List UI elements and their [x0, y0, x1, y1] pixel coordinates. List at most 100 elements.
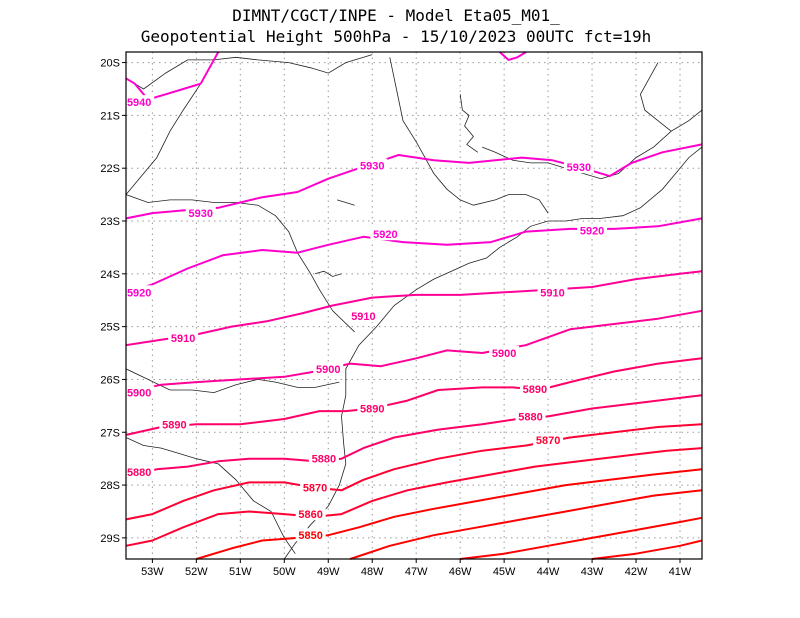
- contour-label-5920: 5920: [580, 226, 604, 238]
- y-tick-label: 28S: [100, 480, 120, 492]
- chart-title-line-2: Geopotential Height 500hPa - 15/10/2023 …: [141, 27, 652, 46]
- contour-label-5910: 5910: [540, 287, 564, 299]
- boundary-border: [639, 62, 672, 132]
- y-tick-label: 22S: [100, 163, 120, 175]
- contour-label-5920: 5920: [373, 229, 397, 241]
- contour-labels: 5940 5930 5930 5930 5920 5920 5920 5910 5910 5910…: [124, 95, 608, 542]
- contour-label-5900: 5900: [492, 348, 516, 360]
- boundary-coast: [283, 146, 703, 560]
- contour-label-5940: 5940: [127, 97, 151, 109]
- contour-5870: [125, 423, 703, 521]
- contour-5940: [125, 51, 220, 101]
- contour-label-5870: 5870: [303, 483, 327, 495]
- contour-label-bg: [300, 480, 331, 494]
- contour-label-bg: [124, 385, 155, 399]
- boundary-border: [389, 57, 549, 214]
- contour-5940: [499, 51, 527, 61]
- contour-label-bg: [489, 346, 520, 360]
- contour-label-bg: [348, 309, 379, 323]
- contour-lines: [125, 51, 703, 560]
- contour-label-bg: [124, 285, 155, 299]
- x-tick-label: 44W: [537, 566, 560, 578]
- contour-label-bg: [159, 417, 190, 431]
- x-tick-label: 47W: [405, 566, 428, 578]
- contour-label-bg: [357, 401, 388, 415]
- contour-label-5930: 5930: [360, 161, 384, 173]
- contour-label-bg: [308, 451, 339, 465]
- contour-label-5850: 5850: [298, 530, 322, 542]
- contour-label-5910: 5910: [351, 311, 375, 323]
- contour-label-bg: [313, 361, 344, 375]
- contour-label-bg: [515, 409, 546, 423]
- contour-label-5930: 5930: [567, 162, 591, 174]
- contour-label-5900: 5900: [127, 388, 151, 400]
- x-tick-label: 52W: [185, 566, 208, 578]
- contour-label-bg: [124, 95, 155, 109]
- contour-label-bg: [563, 160, 594, 174]
- contour-label-5880: 5880: [518, 411, 542, 423]
- contour-label-5880: 5880: [127, 467, 151, 479]
- contour-label-5900: 5900: [316, 364, 340, 376]
- x-tick-label: 53W: [141, 566, 164, 578]
- x-axis-ticks: 53W 52W 51W 50W 49W 48W 47W 46W 45W 44W 43W 42W 41W: [141, 559, 692, 578]
- contour-5860: [125, 447, 703, 547]
- contour-5900: [125, 309, 703, 394]
- x-tick-label: 45W: [493, 566, 516, 578]
- contour-5920: [125, 217, 703, 294]
- map-boundaries: [125, 54, 703, 560]
- contour-label-5930: 5930: [189, 208, 213, 220]
- chart-title-line-1: DIMNT/CGCT/INPE - Model Eta05_M01_: [232, 6, 560, 25]
- x-tick-label: 43W: [581, 566, 604, 578]
- contour-label-bg: [295, 528, 326, 542]
- contour-label-bg: [577, 223, 608, 237]
- contour-label-bg: [519, 381, 550, 395]
- x-tick-label: 41W: [669, 566, 692, 578]
- contour-5850: [196, 468, 703, 560]
- contour-5880: [125, 394, 703, 479]
- x-tick-label: 49W: [317, 566, 340, 578]
- y-tick-label: 24S: [100, 269, 120, 281]
- contour-label-bg: [357, 158, 388, 172]
- contour-label-5870: 5870: [536, 435, 560, 447]
- boundary-border: [125, 437, 296, 554]
- boundary-border: [125, 54, 373, 90]
- contour-label-bg: [168, 331, 199, 345]
- x-tick-label: 42W: [625, 566, 648, 578]
- y-tick-label: 23S: [100, 216, 120, 228]
- contour-label-5860: 5860: [298, 509, 322, 521]
- y-tick-label: 20S: [100, 58, 120, 70]
- boundary-border: [125, 194, 355, 333]
- boundary-river: [459, 94, 479, 153]
- contour-label-5890: 5890: [360, 403, 384, 415]
- contour-label-bg: [185, 206, 216, 220]
- contour-label-bg: [533, 433, 564, 447]
- y-tick-label: 21S: [100, 110, 120, 122]
- contour-5910: [125, 270, 703, 347]
- y-tick-label: 29S: [100, 533, 120, 545]
- x-tick-label: 48W: [361, 566, 384, 578]
- y-axis-ticks: 20S 21S 22S 23S 24S 25S 26S 27S 28S 29S: [100, 58, 126, 545]
- y-tick-label: 26S: [100, 374, 120, 386]
- contour-label-5920: 5920: [127, 287, 151, 299]
- x-tick-label: 51W: [229, 566, 252, 578]
- x-tick-label: 46W: [449, 566, 472, 578]
- contour-label-5890: 5890: [162, 419, 186, 431]
- boundary-border: [125, 59, 215, 195]
- contour-5890: [125, 357, 703, 436]
- contour-label-bg: [370, 227, 401, 241]
- contour-label-bg: [295, 507, 326, 521]
- boundary-border: [125, 368, 340, 394]
- contour-5930: [125, 143, 703, 220]
- y-tick-label: 27S: [100, 427, 120, 439]
- contour-5820: [591, 539, 703, 560]
- grid: [126, 52, 702, 559]
- contour-label-5880: 5880: [312, 454, 336, 466]
- contour-label-5910: 5910: [171, 333, 195, 345]
- plot-frame: [125, 51, 703, 560]
- boundary-river: [336, 199, 355, 206]
- x-tick-label: 50W: [273, 566, 296, 578]
- contour-5830: [460, 516, 703, 560]
- contour-5840: [349, 489, 703, 560]
- contour-label-bg: [124, 464, 155, 478]
